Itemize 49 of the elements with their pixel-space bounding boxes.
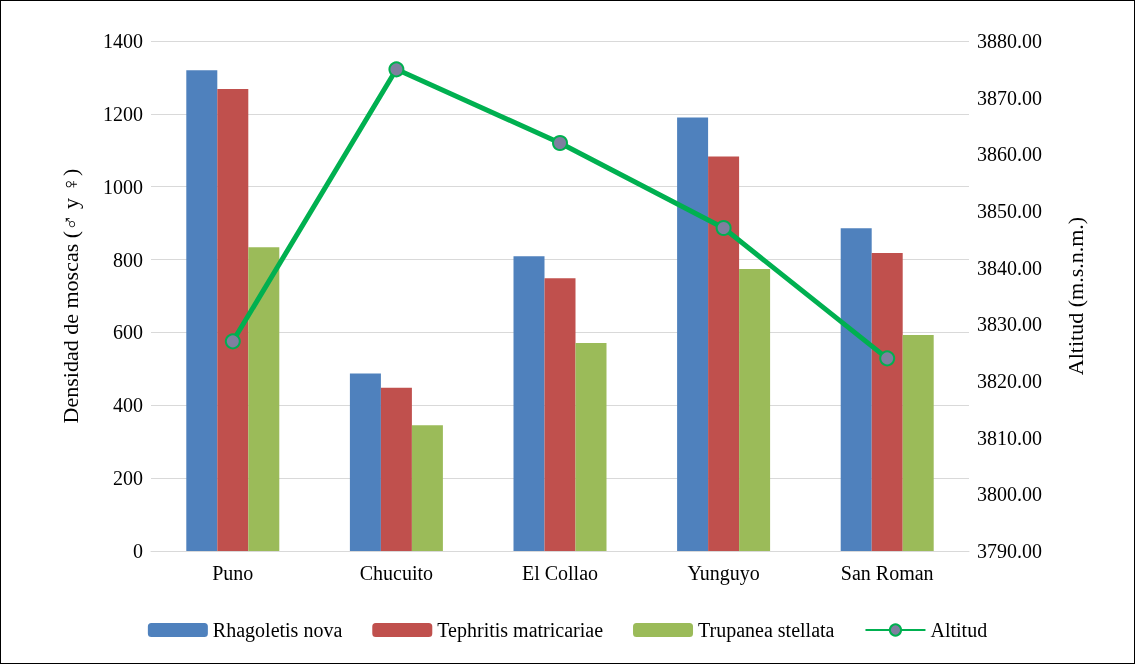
legend-label: Trupanea stellata (698, 619, 835, 642)
bar (871, 253, 903, 551)
bar (380, 387, 412, 551)
point (715, 220, 732, 236)
legend-label: Altitud (930, 619, 988, 641)
y-tick-label: 400 (113, 394, 143, 417)
y-tick-label: 1400 (103, 30, 143, 52)
y2-tick-label: 3880.00 (977, 30, 1042, 52)
y-tick-label: 1200 (103, 102, 143, 125)
point (224, 333, 241, 350)
y-axis-title: Densidad de moscas (♂ y ♀) (57, 168, 83, 424)
bar (575, 342, 607, 551)
bar (217, 89, 249, 551)
x-tick-label: Chucuito (359, 562, 434, 584)
bar (411, 425, 443, 551)
bar (739, 269, 771, 551)
legend-label: Rhagoletis nova (212, 619, 343, 642)
y2-tick-label: 3810.00 (977, 426, 1042, 449)
point (388, 61, 405, 78)
y2-tick-label: 3830.00 (977, 313, 1042, 336)
legend-label: Tephritis matricariae (437, 619, 604, 642)
bar (840, 228, 872, 551)
x-tick-label: San Roman (840, 562, 934, 584)
y-tick-label: 0 (133, 540, 143, 562)
x-tick-label: Yunguyo (687, 562, 760, 585)
y2-axis-title: Altitud (m.s.n.m.) (1062, 216, 1088, 376)
bar (186, 70, 218, 551)
point (552, 135, 568, 151)
x-tick-label: El Collao (521, 562, 599, 584)
y-tick-label: 600 (113, 321, 143, 344)
y2-tick-label: 3820.00 (977, 370, 1042, 392)
y-tick-label: 1000 (103, 175, 143, 198)
x-tick-label: Puno (212, 562, 254, 584)
bar (544, 278, 576, 551)
bar (513, 256, 545, 551)
point (879, 350, 896, 367)
y2-tick-label: 3800.00 (977, 483, 1042, 506)
bar (677, 117, 709, 551)
bar (248, 247, 280, 551)
y2-tick-label: 3870.00 (977, 86, 1042, 109)
y-tick-label: 200 (113, 467, 143, 490)
bar (349, 373, 381, 551)
bar (902, 334, 934, 551)
y-tick-label: 800 (113, 248, 143, 271)
y2-tick-label: 3840.00 (977, 256, 1042, 279)
bar (708, 156, 740, 551)
y2-tick-label: 3790.00 (977, 540, 1042, 562)
y2-tick-label: 3860.00 (977, 143, 1042, 166)
y2-tick-label: 3850.00 (977, 200, 1042, 222)
